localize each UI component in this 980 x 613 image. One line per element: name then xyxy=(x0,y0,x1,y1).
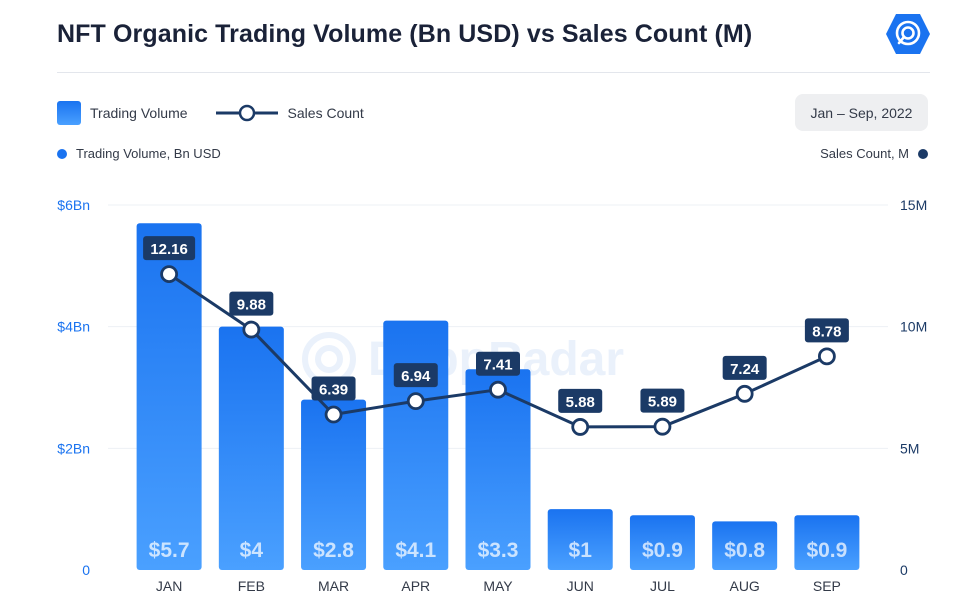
line-label-box xyxy=(143,236,196,261)
line-label-box xyxy=(311,376,356,401)
x-tick-label: JAN xyxy=(156,578,182,594)
line-value-label: 6.94 xyxy=(401,368,431,385)
line-value-label: 7.41 xyxy=(483,357,512,374)
line-value-label: 8.78 xyxy=(812,323,841,340)
left-axis-key-label: Trading Volume, Bn USD xyxy=(76,146,221,161)
right-tick-label: 0 xyxy=(900,562,908,578)
right-tick-label: 15M xyxy=(900,197,927,213)
line-label-box xyxy=(229,291,274,316)
bar-legend-swatch xyxy=(57,101,81,125)
right-tick-label: 5M xyxy=(900,440,919,456)
left-tick-label: $4Bn xyxy=(57,319,90,335)
right-tick-label: 10M xyxy=(900,319,927,335)
chart-legend: Trading Volume Sales Count xyxy=(57,100,364,126)
dappradar-logo-icon xyxy=(886,14,930,54)
line-point xyxy=(242,320,261,339)
line-value-label: 12.16 xyxy=(150,241,188,258)
left-tick-label: $2Bn xyxy=(57,440,90,456)
bar-value-label: $1 xyxy=(569,539,593,562)
bar-value-label: $0.9 xyxy=(642,539,683,562)
bar xyxy=(712,521,778,570)
x-tick-label: APR xyxy=(401,578,430,594)
line-label-box xyxy=(393,363,438,388)
line-layer: 12.16 9.88 6.39 6.94 7.41 5.88 5.89 7.24 8.78 xyxy=(143,236,849,436)
bar-value-label: $4.1 xyxy=(395,539,436,562)
line-point xyxy=(160,265,179,284)
bar xyxy=(136,223,202,570)
x-tick-label: AUG xyxy=(729,578,759,594)
x-tick-label: FEB xyxy=(238,578,265,594)
chart-title: NFT Organic Trading Volume (Bn USD) vs S… xyxy=(57,20,753,48)
line-value-label: 7.24 xyxy=(730,361,760,378)
line-point xyxy=(324,405,343,424)
x-tick-label: MAY xyxy=(483,578,513,594)
axis-layer: 0 $2Bn $4Bn $6Bn 0 5M 10M 15M JAN FEB MAR APR MAY JUN… xyxy=(57,197,927,594)
bar-legend-label: Trading Volume xyxy=(90,105,188,121)
line-value-label: 5.88 xyxy=(566,394,595,411)
bar-value-label: $3.3 xyxy=(478,539,519,562)
bar xyxy=(547,509,613,570)
bar-value-label: $4 xyxy=(240,539,264,562)
bar xyxy=(301,399,367,570)
bar-value-label: $5.7 xyxy=(149,539,190,562)
x-tick-label: JUN xyxy=(567,578,594,594)
line-value-label: 5.89 xyxy=(648,394,677,411)
bar-value-label: $0.8 xyxy=(724,539,765,562)
line-point xyxy=(489,380,507,399)
bar xyxy=(629,515,695,570)
header-divider xyxy=(57,72,930,73)
line-label-box xyxy=(476,351,520,376)
bar xyxy=(383,320,449,570)
right-axis-dot xyxy=(918,148,928,159)
x-tick-label: MAR xyxy=(318,578,349,594)
date-range-badge: Jan – Sep, 2022 xyxy=(795,94,928,131)
line-label-box xyxy=(558,388,603,413)
line-point xyxy=(817,347,836,366)
right-axis-key-label: Sales Count, M xyxy=(820,146,909,161)
bar xyxy=(465,369,531,570)
right-axis-key: Sales Count, M xyxy=(820,146,928,161)
line-label-box xyxy=(804,318,849,343)
bar xyxy=(794,515,860,570)
line-value-label: 6.39 xyxy=(319,382,348,399)
bar-value-label: $0.9 xyxy=(806,539,847,562)
line-label-box xyxy=(640,388,685,413)
line-point xyxy=(571,418,590,436)
bar xyxy=(218,326,284,570)
bar-value-label: $2.8 xyxy=(313,539,354,562)
x-tick-label: SEP xyxy=(813,578,841,594)
line-point xyxy=(406,392,425,411)
left-axis-key: Trading Volume, Bn USD xyxy=(57,146,221,161)
left-tick-label: $6Bn xyxy=(57,197,90,213)
line-point xyxy=(653,417,672,436)
line-point xyxy=(735,384,754,403)
line-label-box xyxy=(722,355,767,380)
left-tick-label: 0 xyxy=(82,562,90,578)
line-legend-swatch xyxy=(215,104,278,122)
line-value-label: 9.88 xyxy=(237,297,266,314)
x-tick-label: JUL xyxy=(650,578,675,594)
line-legend-label: Sales Count xyxy=(287,105,364,121)
left-axis-dot xyxy=(57,148,67,159)
